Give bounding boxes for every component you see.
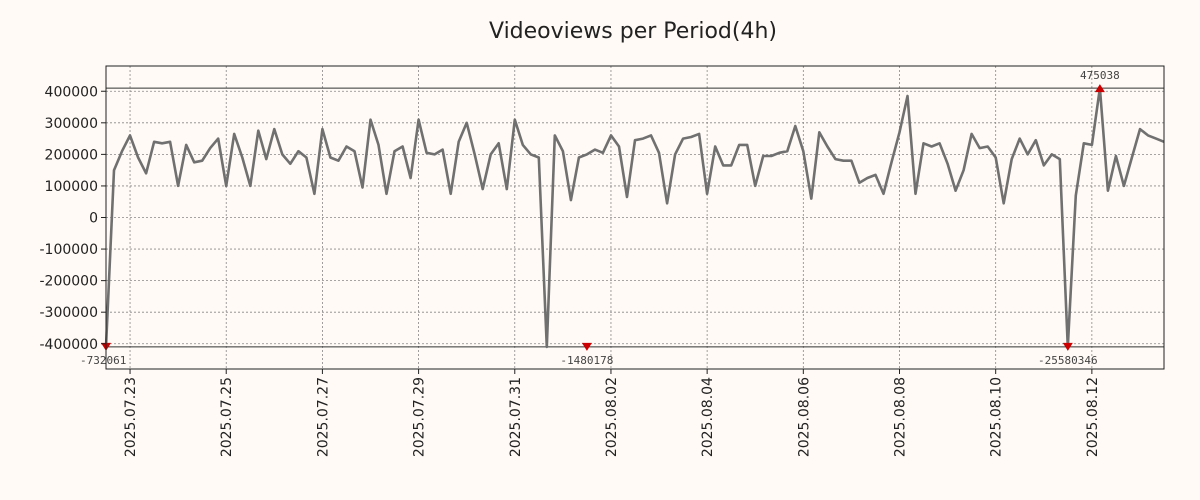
y-tick-label: -100000 (40, 242, 99, 258)
x-tick-label: 2025.07.27 (315, 377, 331, 457)
x-tick-label: 2025.07.23 (123, 377, 139, 457)
max-marker: 475038 (1080, 69, 1120, 93)
x-tick-label: 2025.08.04 (700, 377, 716, 457)
x-tick-label: 2025.08.12 (1085, 377, 1101, 457)
y-tick-label: 200000 (45, 147, 98, 163)
x-axis-ticks: 2025.07.23 2025.07.25 2025.07.27 2025.07.29… (123, 369, 1101, 457)
grid-layer (106, 66, 1164, 369)
x-tick-label: 2025.08.06 (796, 377, 812, 457)
down-triangle-marker (1062, 342, 1073, 351)
y-tick-label: 100000 (45, 179, 98, 195)
y-tick-label: 300000 (45, 116, 98, 132)
y-tick-label: -300000 (40, 305, 99, 321)
annotation-markers: -732061 -1480178 -25580346 475038 (80, 69, 1120, 367)
series-line (104, 86, 1165, 349)
annotation-label: -732061 (80, 354, 126, 367)
down-triangle-marker (581, 342, 592, 351)
annotation-label: -25580346 (1038, 354, 1098, 367)
y-tick-label: -200000 (40, 274, 99, 290)
up-triangle-marker (1094, 84, 1105, 93)
x-tick-label: 2025.07.29 (412, 377, 428, 457)
x-tick-label: 2025.07.31 (508, 377, 524, 457)
chart-title: Videoviews per Period(4h) (489, 19, 777, 44)
annotation-label: -1480178 (560, 354, 613, 367)
y-axis-ticks: -400000 -300000 -200000 -100000 0 100000 20000… (40, 84, 106, 353)
x-tick-label: 2025.07.25 (219, 377, 235, 457)
y-tick-label: 0 (89, 211, 98, 227)
x-tick-label: 2025.08.08 (893, 377, 909, 457)
min-marker: -1480178 (560, 342, 613, 367)
x-tick-label: 2025.08.02 (604, 377, 620, 457)
y-tick-label: -400000 (40, 337, 99, 353)
min-marker: -25580346 (1038, 342, 1098, 367)
reference-lines (106, 87, 1164, 348)
x-tick-label: 2025.08.10 (989, 377, 1005, 457)
series-layer (104, 86, 1165, 349)
y-tick-label: 400000 (45, 84, 98, 100)
annotation-label: 475038 (1080, 69, 1120, 82)
